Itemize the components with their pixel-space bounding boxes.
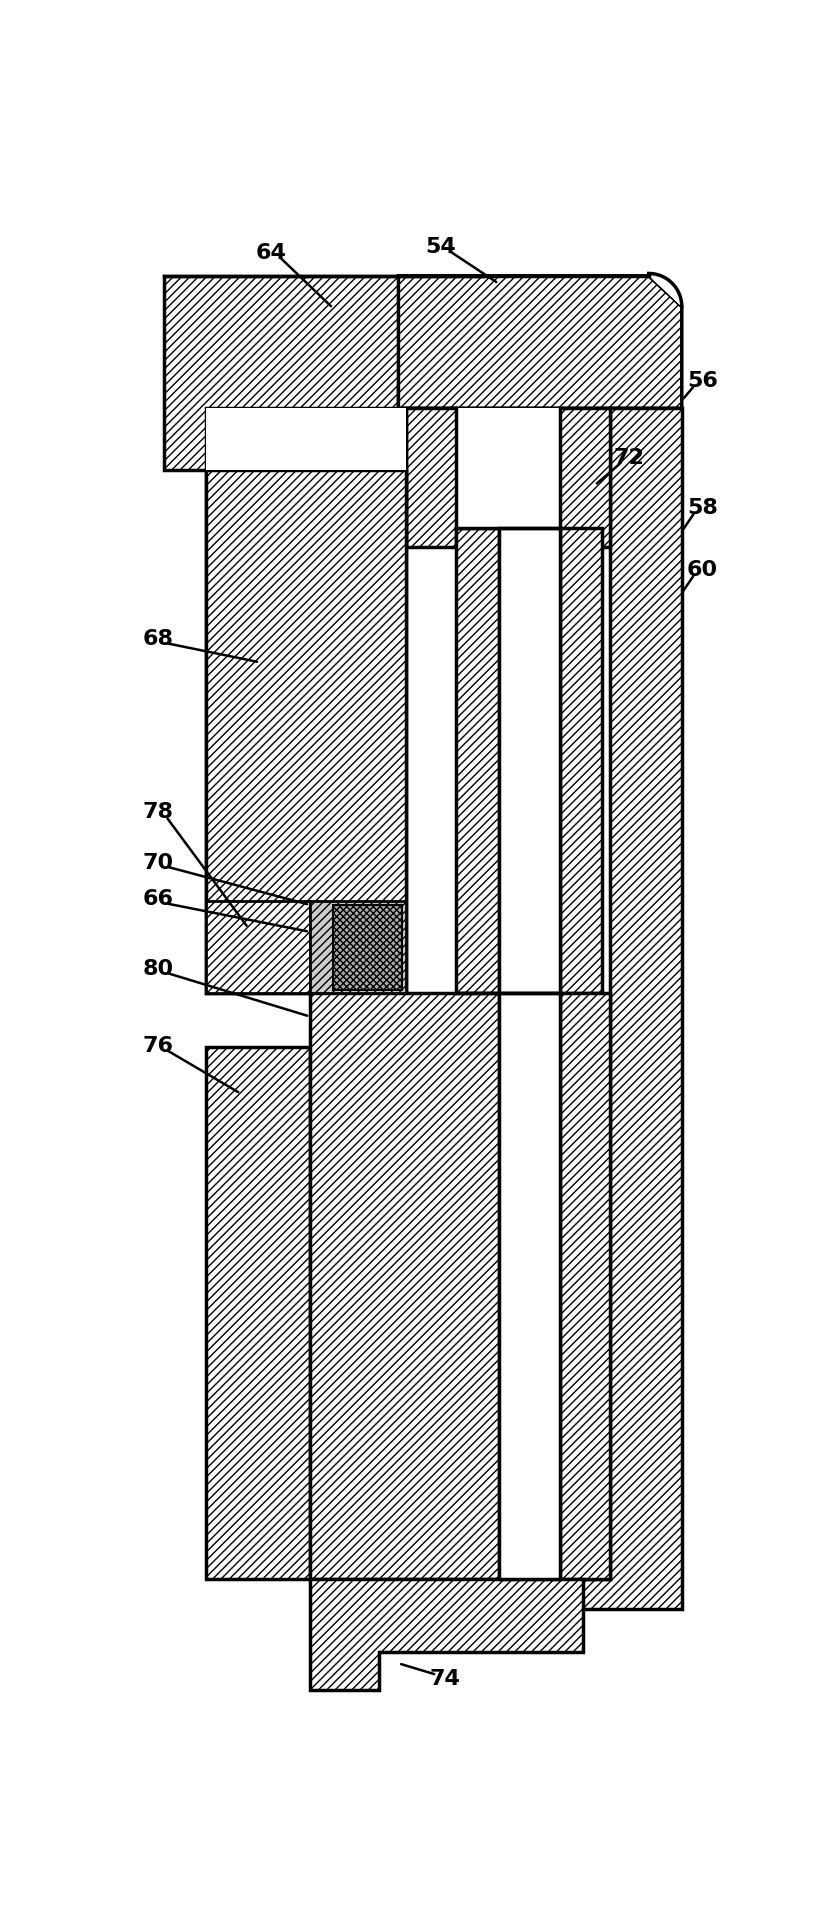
Polygon shape: [649, 273, 681, 306]
Text: 58: 58: [687, 499, 718, 518]
Polygon shape: [164, 275, 483, 470]
Polygon shape: [206, 901, 310, 994]
Bar: [457, 408, 560, 528]
Polygon shape: [398, 275, 681, 408]
Polygon shape: [333, 905, 403, 990]
Bar: [499, 994, 560, 1579]
Text: 54: 54: [426, 237, 457, 256]
Text: 70: 70: [143, 853, 173, 872]
Polygon shape: [206, 1048, 310, 1579]
Bar: [206, 408, 406, 470]
Polygon shape: [206, 408, 406, 994]
Polygon shape: [310, 994, 499, 1579]
Text: 80: 80: [143, 959, 173, 978]
Polygon shape: [206, 470, 406, 994]
Polygon shape: [310, 1579, 583, 1691]
Text: 66: 66: [143, 890, 173, 909]
Polygon shape: [579, 408, 681, 1610]
Polygon shape: [560, 528, 603, 994]
Text: 76: 76: [143, 1036, 173, 1055]
Polygon shape: [310, 901, 406, 994]
Text: 56: 56: [687, 372, 718, 391]
Polygon shape: [457, 528, 499, 994]
Text: 68: 68: [143, 630, 173, 649]
Text: 72: 72: [614, 449, 645, 468]
Polygon shape: [560, 994, 610, 1579]
Text: 64: 64: [256, 243, 287, 262]
Bar: [499, 528, 560, 994]
Text: 60: 60: [687, 560, 718, 580]
Text: 74: 74: [429, 1668, 460, 1689]
Polygon shape: [406, 408, 610, 547]
Text: 78: 78: [143, 803, 173, 822]
